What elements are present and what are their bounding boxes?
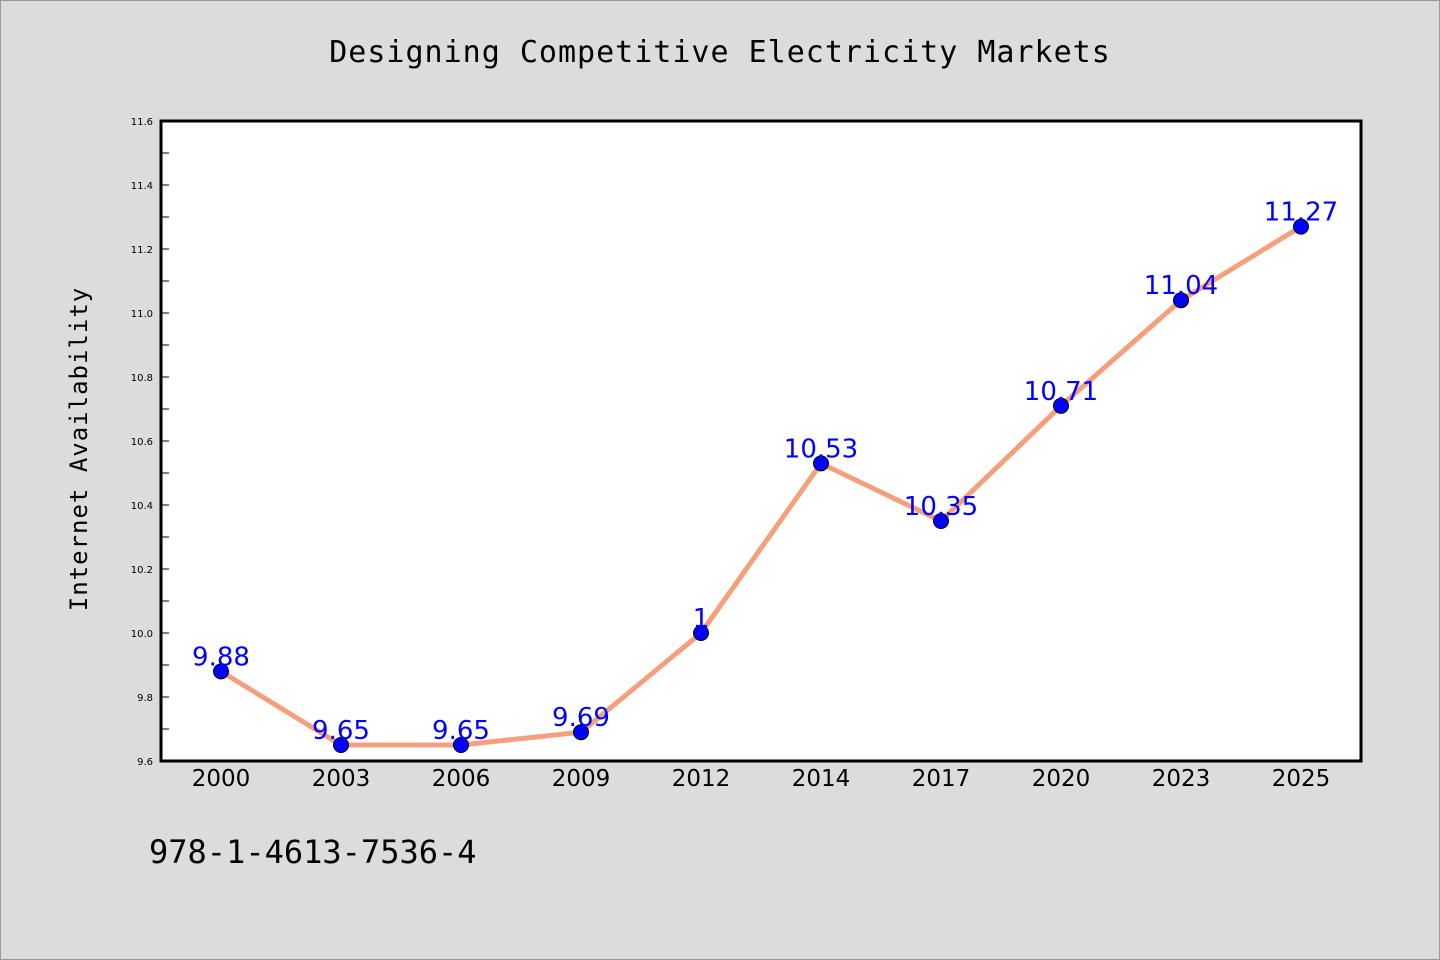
- y-axis: 9.6 9.8 10.0 10.2 10.4 10.6 10.8 11.0 11.2 11.4 11…: [131, 117, 169, 768]
- data-label: 11.27: [1264, 198, 1338, 228]
- data-label: 9.88: [192, 642, 250, 672]
- data-point: [1053, 397, 1069, 414]
- data-label: 11.04: [1144, 271, 1218, 301]
- data-label: 9.69: [552, 703, 610, 733]
- x-tick-label: 2000: [192, 766, 251, 792]
- series-layer: 9.88 9.65 9.65 9.69 1 10.53 10.35 10.71 11.04 11.…: [192, 198, 1338, 753]
- data-label: 9.65: [432, 716, 490, 746]
- y-tick-label: 10.2: [131, 565, 153, 576]
- x-axis: 2000 2003 2006 2009 2012 2014 2017 2020 2023 2025: [192, 766, 1331, 792]
- plot-area: [159, 119, 1363, 763]
- isbn-text: 978-1-4613-7536-4: [149, 833, 477, 871]
- data-point: [333, 737, 349, 753]
- data-label: 10.71: [1024, 377, 1098, 407]
- x-tick-label: 2009: [552, 766, 611, 792]
- y-tick-label: 9.8: [137, 693, 153, 704]
- data-point: [813, 455, 829, 472]
- y-axis-label: Internet Availability: [65, 287, 93, 611]
- x-tick-label: 2012: [672, 766, 731, 792]
- data-point: [693, 625, 709, 641]
- y-tick-label: 9.6: [137, 757, 153, 768]
- y-tick-label: 10.8: [131, 373, 153, 384]
- data-point: [453, 737, 469, 753]
- data-point: [1173, 292, 1189, 309]
- y-tick-label: 10.4: [131, 501, 153, 512]
- data-point: [933, 513, 949, 529]
- data-point: [213, 663, 229, 680]
- x-tick-label: 2023: [1152, 766, 1211, 792]
- x-tick-label: 2025: [1272, 766, 1331, 792]
- y-tick-label: 11.2: [131, 245, 153, 256]
- data-label: 9.65: [312, 716, 370, 746]
- data-point: [573, 724, 589, 741]
- data-label: 10.53: [784, 434, 858, 464]
- y-tick-label: 10.0: [131, 629, 153, 640]
- y-tick-label: 11.6: [131, 117, 153, 128]
- y-tick-label: 11.0: [131, 309, 153, 320]
- x-tick-label: 2017: [912, 766, 971, 792]
- series-line: [218, 224, 1304, 748]
- x-tick-label: 2006: [432, 766, 491, 792]
- chart-title: Designing Competitive Electricity Market…: [329, 35, 1111, 70]
- data-point: [1293, 218, 1309, 235]
- x-tick-label: 2003: [312, 766, 371, 792]
- y-tick-label: 10.6: [131, 437, 153, 448]
- data-label: 10.35: [904, 492, 978, 522]
- x-tick-label: 2014: [792, 766, 851, 792]
- x-tick-label: 2020: [1032, 766, 1091, 792]
- data-label: 1: [693, 604, 710, 634]
- y-tick-label: 11.4: [131, 181, 153, 192]
